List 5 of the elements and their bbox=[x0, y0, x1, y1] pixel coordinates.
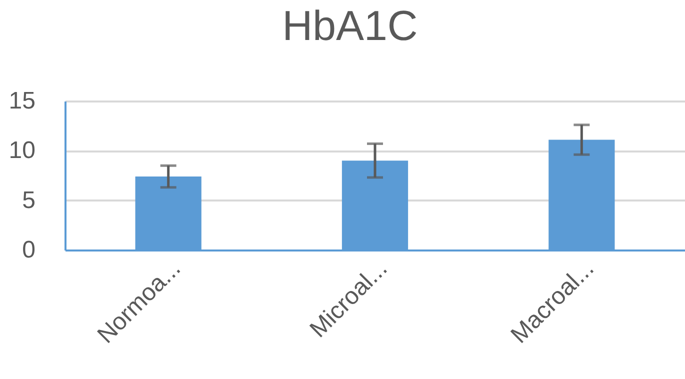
y-tick-label: 10 bbox=[8, 137, 36, 164]
y-tick-label: 0 bbox=[22, 236, 36, 264]
chart-title: HbA1C bbox=[282, 2, 418, 49]
y-tick-label: 5 bbox=[22, 186, 36, 214]
y-tick-label: 15 bbox=[8, 88, 36, 114]
